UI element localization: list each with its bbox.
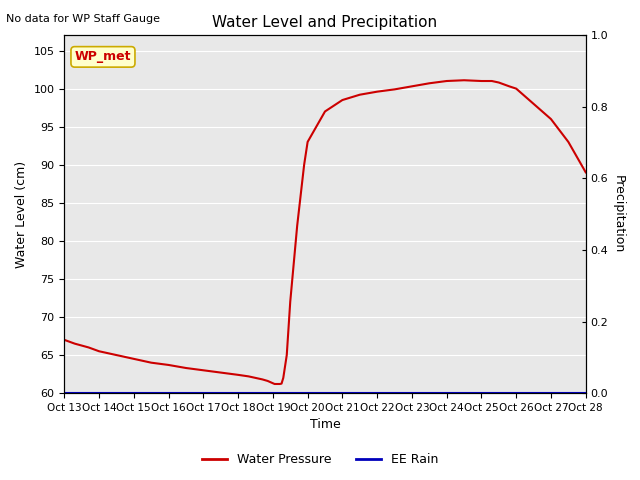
Legend: Water Pressure, EE Rain: Water Pressure, EE Rain — [196, 448, 444, 471]
Text: WP_met: WP_met — [75, 50, 131, 63]
Y-axis label: Water Level (cm): Water Level (cm) — [15, 161, 28, 268]
Text: No data for WP Staff Gauge: No data for WP Staff Gauge — [6, 14, 161, 24]
Y-axis label: Precipitation: Precipitation — [612, 175, 625, 253]
Title: Water Level and Precipitation: Water Level and Precipitation — [212, 15, 438, 30]
X-axis label: Time: Time — [310, 419, 340, 432]
